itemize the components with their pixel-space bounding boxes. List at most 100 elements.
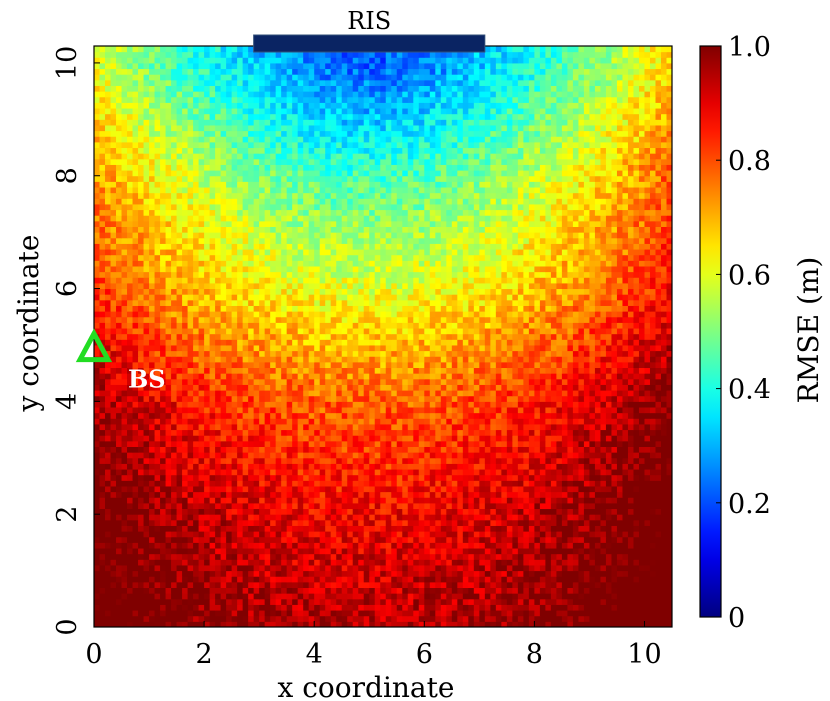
heatmap-cell: [655, 519, 662, 526]
heatmap-cell: [424, 485, 431, 493]
heatmap-cell: [292, 570, 299, 577]
heatmap-cell: [501, 485, 508, 493]
heatmap-cell: [446, 429, 453, 436]
heatmap-cell: [567, 480, 574, 487]
heatmap-cell: [303, 502, 310, 510]
heatmap-cell: [242, 485, 249, 493]
heatmap-cell: [253, 361, 260, 369]
heatmap-cell: [226, 367, 233, 374]
heatmap-cell: [495, 559, 502, 566]
heatmap-cell: [666, 542, 673, 549]
heatmap-cell: [501, 559, 508, 566]
heatmap-cell: [209, 593, 216, 600]
heatmap-cell: [336, 559, 343, 566]
heatmap-cell: [319, 384, 326, 391]
heatmap-cell: [259, 429, 266, 436]
heatmap-cell: [391, 514, 398, 521]
heatmap-cell: [149, 395, 156, 402]
heatmap-cell: [292, 519, 299, 526]
heatmap-cell: [308, 621, 315, 628]
heatmap-cell: [160, 390, 167, 397]
heatmap-cell: [325, 367, 332, 374]
heatmap-cell: [523, 559, 530, 566]
heatmap-cell: [193, 435, 200, 442]
heatmap-cell: [154, 536, 161, 543]
heatmap-cell: [330, 491, 337, 498]
heatmap-cell: [248, 378, 255, 385]
heatmap-cell: [523, 536, 530, 543]
heatmap-cell: [275, 581, 282, 589]
heatmap-cell: [380, 429, 387, 436]
heatmap-cell: [429, 570, 436, 577]
heatmap-cell: [402, 610, 409, 617]
heatmap-cell: [165, 548, 172, 555]
heatmap-cell: [583, 429, 590, 436]
heatmap-cell: [638, 610, 645, 617]
heatmap-cell: [209, 480, 216, 487]
heatmap-cell: [649, 604, 656, 611]
heatmap-cell: [121, 536, 128, 543]
heatmap-cell: [550, 604, 557, 611]
heatmap-cell: [237, 536, 244, 543]
heatmap-cell: [567, 435, 574, 442]
heatmap-cell: [138, 384, 145, 391]
heatmap-cell: [281, 531, 288, 538]
heatmap-cell: [534, 429, 541, 436]
heatmap-cell: [473, 446, 480, 453]
heatmap-cell: [330, 407, 337, 414]
heatmap-cell: [396, 384, 403, 391]
heatmap-cell: [616, 553, 623, 560]
heatmap-cell: [638, 502, 645, 510]
heatmap-cell: [374, 469, 381, 476]
heatmap-cell: [567, 548, 574, 555]
heatmap-cell: [132, 519, 139, 526]
heatmap-cell: [363, 536, 370, 543]
heatmap-cell: [402, 519, 409, 526]
heatmap-cell: [578, 559, 585, 566]
heatmap-cell: [578, 581, 585, 589]
heatmap-cell: [435, 610, 442, 617]
heatmap-cell: [484, 423, 491, 431]
heatmap-cell: [231, 452, 238, 459]
heatmap-cell: [347, 621, 354, 628]
heatmap-cell: [572, 542, 579, 549]
heatmap-cell: [132, 373, 139, 380]
heatmap-cell: [116, 485, 123, 493]
heatmap-cell: [286, 519, 293, 526]
heatmap-cell: [594, 440, 601, 447]
heatmap-cell: [369, 593, 376, 600]
heatmap-cell: [468, 615, 475, 622]
heatmap-cell: [154, 621, 161, 628]
heatmap-cell: [259, 491, 266, 498]
heatmap-cell: [418, 435, 425, 442]
heatmap-cell: [572, 525, 579, 532]
heatmap-cell: [605, 525, 612, 532]
heatmap-cell: [297, 542, 304, 549]
heatmap-cell: [149, 480, 156, 487]
heatmap-cell: [468, 610, 475, 617]
heatmap-cell: [402, 390, 409, 397]
heatmap-cell: [572, 457, 579, 464]
heatmap-cell: [336, 491, 343, 498]
heatmap-cell: [160, 384, 167, 391]
heatmap-cell: [204, 463, 211, 470]
heatmap-cell: [539, 587, 546, 594]
heatmap-cell: [534, 587, 541, 594]
heatmap-cell: [292, 531, 299, 538]
heatmap-cell: [99, 525, 106, 532]
heatmap-cell: [512, 401, 519, 408]
heatmap-cell: [286, 367, 293, 374]
heatmap-cell: [589, 508, 596, 515]
heatmap-cell: [226, 452, 233, 459]
heatmap-cell: [220, 559, 227, 566]
heatmap-cell: [572, 390, 579, 397]
heatmap-cell: [649, 519, 656, 526]
heatmap-cell: [567, 615, 574, 622]
heatmap-cell: [638, 576, 645, 583]
heatmap-cell: [605, 452, 612, 459]
heatmap-cell: [176, 525, 183, 532]
heatmap-cell: [160, 469, 167, 476]
heatmap-cell: [94, 429, 100, 436]
heatmap-cell: [644, 576, 651, 583]
heatmap-cell: [193, 412, 200, 419]
